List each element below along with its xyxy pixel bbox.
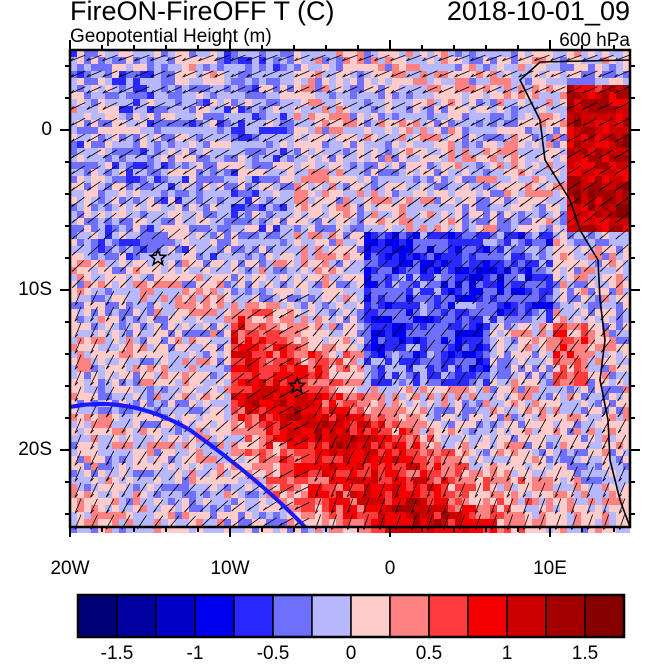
geopotential-height-contour: [69, 401, 307, 529]
x-tick-label: 20W: [50, 558, 90, 579]
colorbar-box: [584, 594, 625, 638]
colorbar-box: [272, 594, 313, 638]
colorbar-box: [233, 594, 274, 638]
colorbar-box: [467, 594, 508, 638]
pressure-level: 600 hPa: [559, 30, 630, 51]
y-tick-label: 20S: [18, 439, 52, 460]
y-tick-label: 10S: [18, 279, 52, 300]
y-tick-label: 0: [41, 119, 52, 140]
colorbar-label: -0.5: [256, 643, 290, 664]
map-frame: [68, 48, 632, 529]
colorbar-box: [194, 594, 235, 638]
colorbar-box: [77, 594, 118, 638]
colorbar-label: 1.5: [571, 643, 599, 664]
coastline: [519, 59, 631, 528]
colorbar-label: 1: [501, 643, 513, 664]
colorbar-box: [155, 594, 196, 638]
x-tick-label: 0: [384, 558, 396, 579]
star-marker: [287, 375, 307, 395]
x-tick-label: 10E: [533, 558, 567, 579]
star-marker: [148, 247, 168, 267]
colorbar: [76, 593, 626, 639]
colorbar-label: 0: [345, 643, 357, 664]
colorbar-box: [311, 594, 352, 638]
colorbar-label: 0.5: [415, 643, 443, 664]
colorbar-box: [506, 594, 547, 638]
plot-subtitle: Geopotential Height (m): [70, 26, 272, 47]
colorbar-box: [428, 594, 469, 638]
plot-datetime: 2018-10-01_09: [446, 0, 630, 26]
colorbar-box: [116, 594, 157, 638]
colorbar-box: [389, 594, 430, 638]
x-tick-label: 10W: [210, 558, 250, 579]
colorbar-label: -1: [186, 643, 204, 664]
axis-ticks: [60, 40, 640, 537]
wind-barbs: [70, 54, 630, 530]
plot-title: FireON-FireOFF T (C): [70, 0, 335, 26]
colorbar-box: [350, 594, 391, 638]
colorbar-box: [545, 594, 586, 638]
colorbar-label: -1.5: [100, 643, 134, 664]
temperature-field: [70, 50, 630, 533]
